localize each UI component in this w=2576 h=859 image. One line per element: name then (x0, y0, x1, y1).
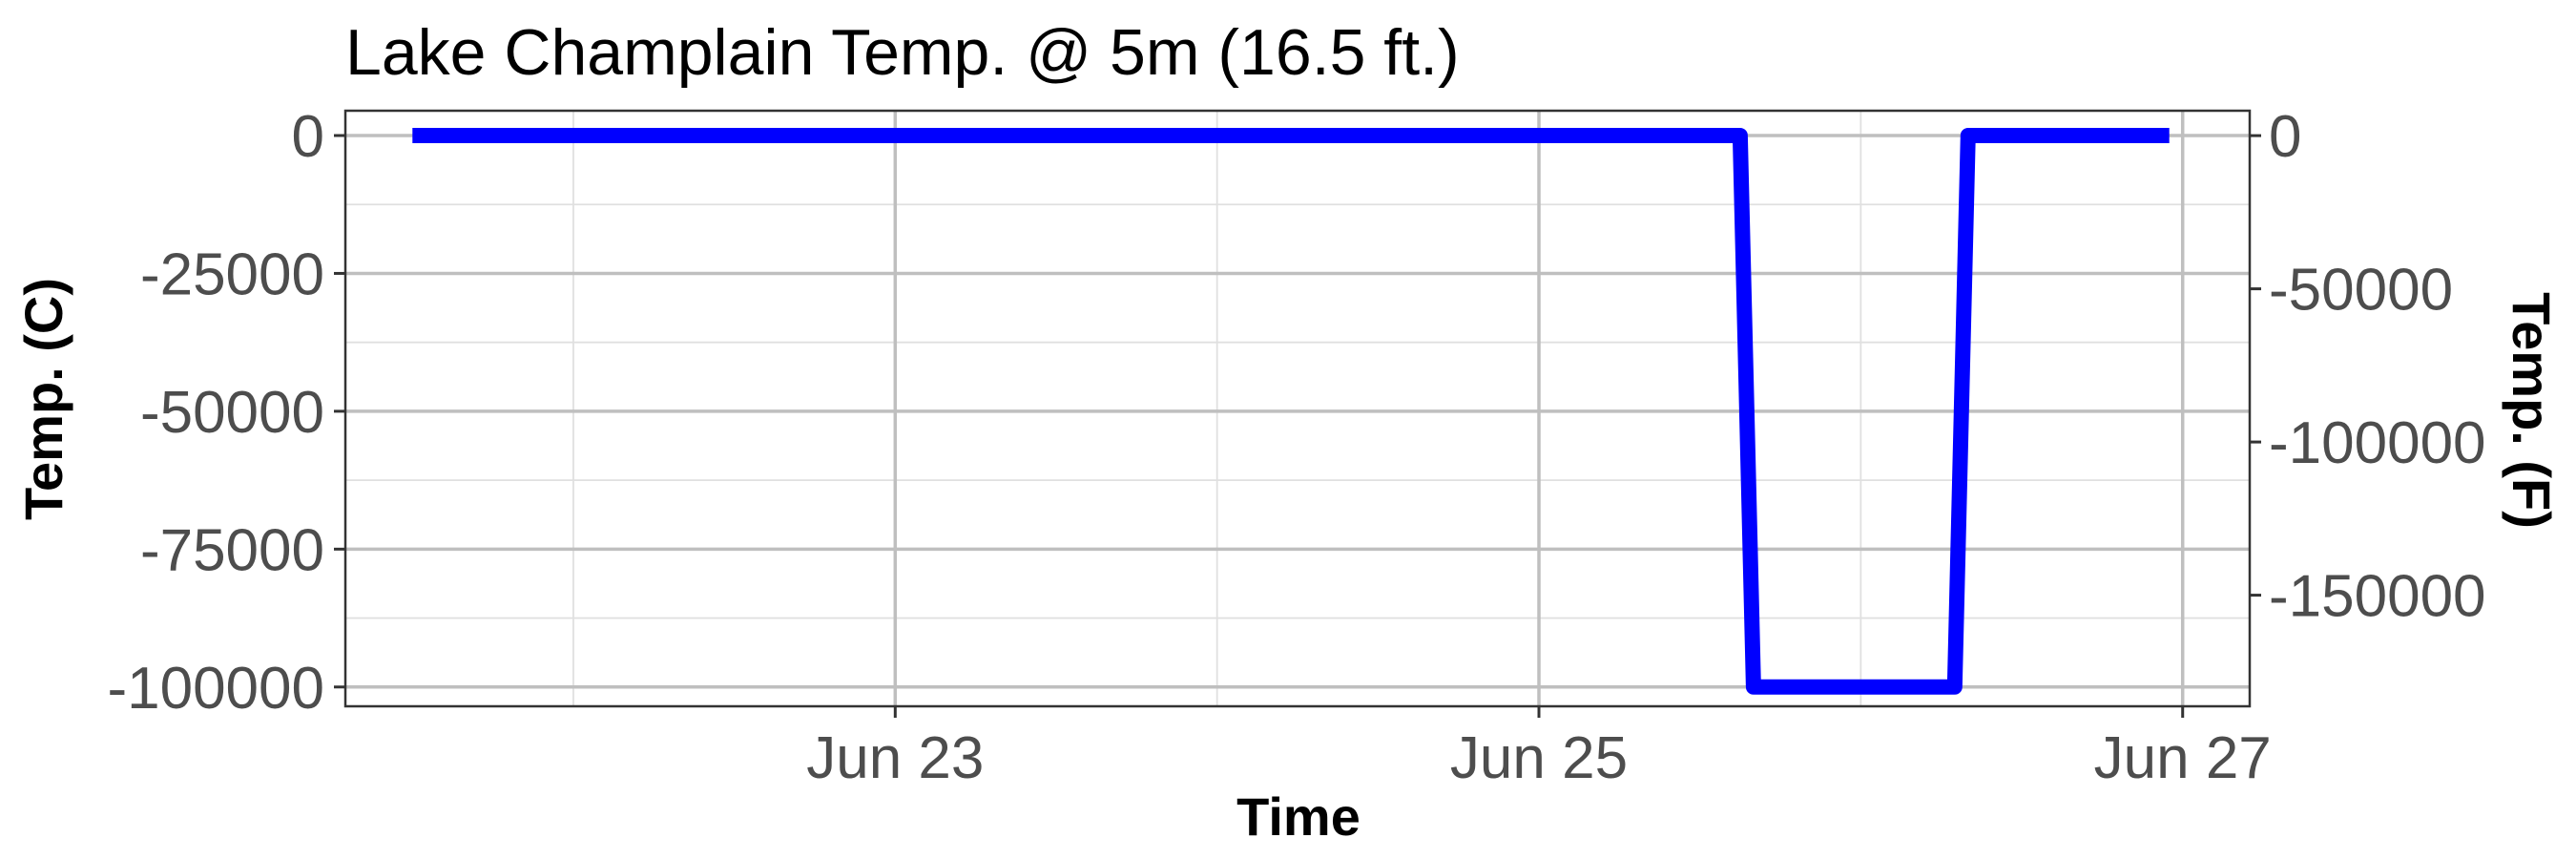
chart-title: Lake Champlain Temp. @ 5m (16.5 ft.) (345, 16, 1460, 89)
right-y-tick-label: -50000 (2269, 258, 2453, 324)
right-y-axis-label: Temp. (F) (2502, 292, 2562, 529)
x-axis: Jun 23 Jun 25 Jun 27 (806, 706, 2272, 791)
left-y-tick-label: -25000 (140, 241, 324, 307)
left-y-tick-label: -100000 (107, 656, 324, 722)
y-axis-label: Temp. (C) (13, 278, 73, 520)
left-y-tick-label: -75000 (140, 517, 324, 583)
left-y-tick-label: 0 (292, 104, 324, 170)
temperature-series-line (412, 128, 2170, 695)
plot-panel-border (343, 109, 2252, 708)
x-axis-label: Time (1236, 786, 1361, 847)
left-y-axis: 0 -25000 -50000 -75000 -100000 (107, 104, 345, 722)
right-y-tick-label: 0 (2269, 104, 2301, 170)
right-y-axis: 0 -50000 -100000 -150000 (2250, 104, 2486, 630)
x-tick-label: Jun 27 (2094, 725, 2272, 791)
x-tick-label: Jun 25 (1450, 725, 1628, 791)
right-y-tick-label: -100000 (2269, 410, 2486, 476)
right-y-tick-label: -150000 (2269, 564, 2486, 630)
x-tick-label: Jun 23 (806, 725, 984, 791)
left-y-tick-label: -50000 (140, 380, 324, 446)
series-layer (412, 128, 2170, 695)
